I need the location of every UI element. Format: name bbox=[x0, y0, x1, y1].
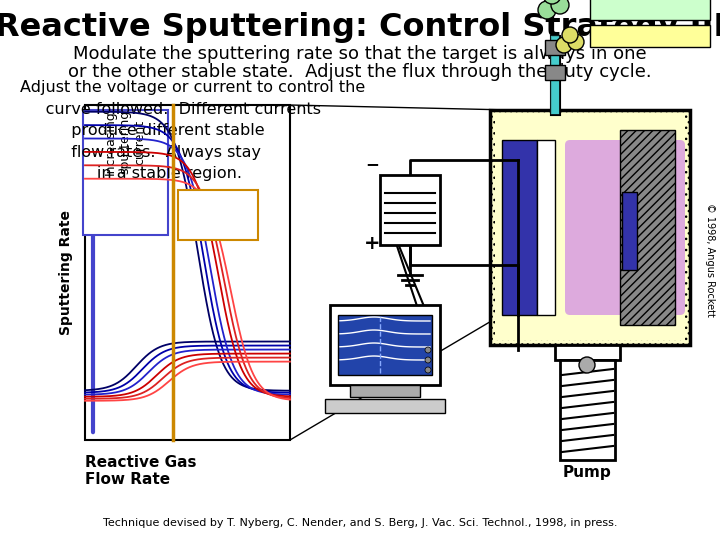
Bar bbox=[330, 305, 440, 385]
Bar bbox=[325, 399, 445, 413]
Bar bbox=[560, 360, 615, 460]
Text: © 1998, Angus Rockett: © 1998, Angus Rockett bbox=[705, 203, 715, 317]
Text: +: + bbox=[364, 234, 380, 253]
Text: Modulate the sputtering rate so that the target is always in one: Modulate the sputtering rate so that the… bbox=[73, 45, 647, 63]
Circle shape bbox=[568, 34, 584, 50]
FancyBboxPatch shape bbox=[178, 190, 258, 240]
Text: Reactive Gas
Flow Rate: Reactive Gas Flow Rate bbox=[85, 455, 197, 488]
FancyBboxPatch shape bbox=[565, 140, 685, 315]
Text: Flow
setpoint: Flow setpoint bbox=[190, 200, 246, 230]
Circle shape bbox=[543, 0, 561, 4]
Bar bbox=[380, 175, 440, 245]
Text: Pump: Pump bbox=[562, 465, 611, 480]
Text: Adjust the voltage or current to control the
     curve followed.  Different cur: Adjust the voltage or current to control… bbox=[20, 80, 365, 181]
Text: −: − bbox=[365, 155, 379, 173]
Circle shape bbox=[538, 1, 556, 19]
Bar bbox=[490, 110, 690, 345]
Circle shape bbox=[425, 357, 431, 363]
Bar bbox=[502, 140, 537, 315]
Circle shape bbox=[425, 347, 431, 353]
Bar bbox=[555, 345, 620, 360]
Bar bbox=[350, 385, 420, 397]
Bar bbox=[495, 115, 685, 340]
Bar bbox=[620, 130, 675, 325]
Text: Technique devised by T. Nyberg, C. Nender, and S. Berg, J. Vac. Sci. Technol., 1: Technique devised by T. Nyberg, C. Nende… bbox=[103, 518, 617, 528]
Circle shape bbox=[579, 357, 595, 373]
Bar bbox=[338, 315, 432, 375]
Bar bbox=[545, 40, 565, 55]
Circle shape bbox=[562, 27, 578, 43]
Bar bbox=[85, 105, 290, 440]
Text: Reactive Sputtering: Control Strategy III: Reactive Sputtering: Control Strategy II… bbox=[0, 12, 720, 43]
Text: or the other stable state.  Adjust the flux through the duty cycle.: or the other stable state. Adjust the fl… bbox=[68, 63, 652, 81]
Circle shape bbox=[551, 0, 569, 14]
Circle shape bbox=[425, 367, 431, 373]
Bar bbox=[537, 140, 555, 315]
Bar bbox=[622, 192, 637, 270]
Text: Increasing
sputtering
current: Increasing sputtering current bbox=[104, 110, 146, 175]
Bar bbox=[590, 0, 710, 20]
Text: Sputtering Rate: Sputtering Rate bbox=[59, 210, 73, 335]
Bar bbox=[590, 25, 710, 47]
FancyBboxPatch shape bbox=[83, 110, 168, 235]
Text: Reactive gas: Reactive gas bbox=[606, 29, 694, 43]
Circle shape bbox=[556, 37, 572, 53]
Text: Inert gas: Inert gas bbox=[619, 2, 680, 16]
Bar bbox=[545, 65, 565, 80]
